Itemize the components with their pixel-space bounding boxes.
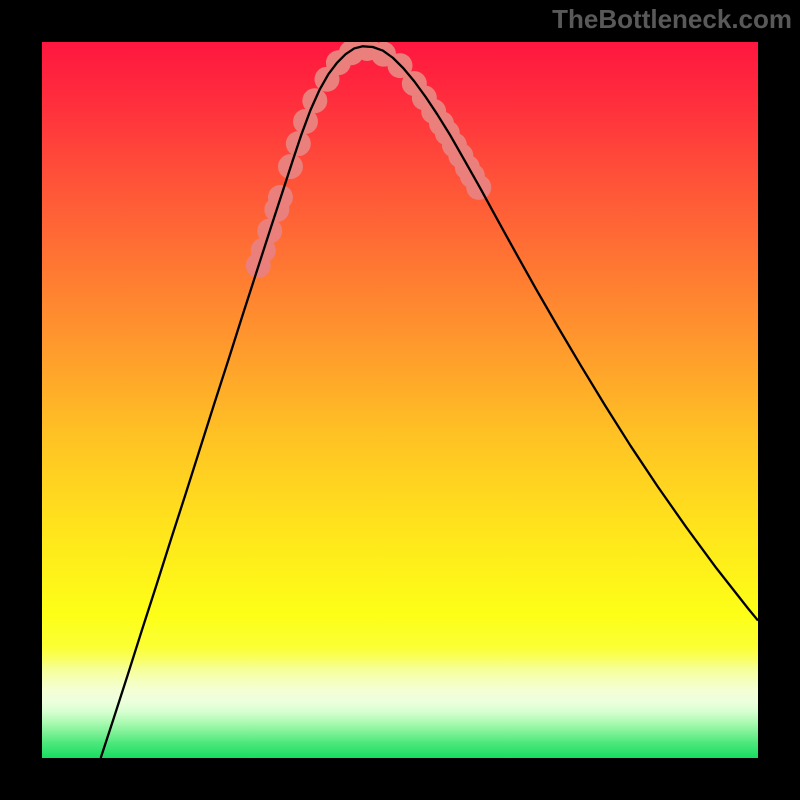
plot-area	[42, 42, 758, 758]
gradient-background	[42, 42, 758, 758]
plot-svg	[42, 42, 758, 758]
watermark-text: TheBottleneck.com	[552, 4, 792, 35]
